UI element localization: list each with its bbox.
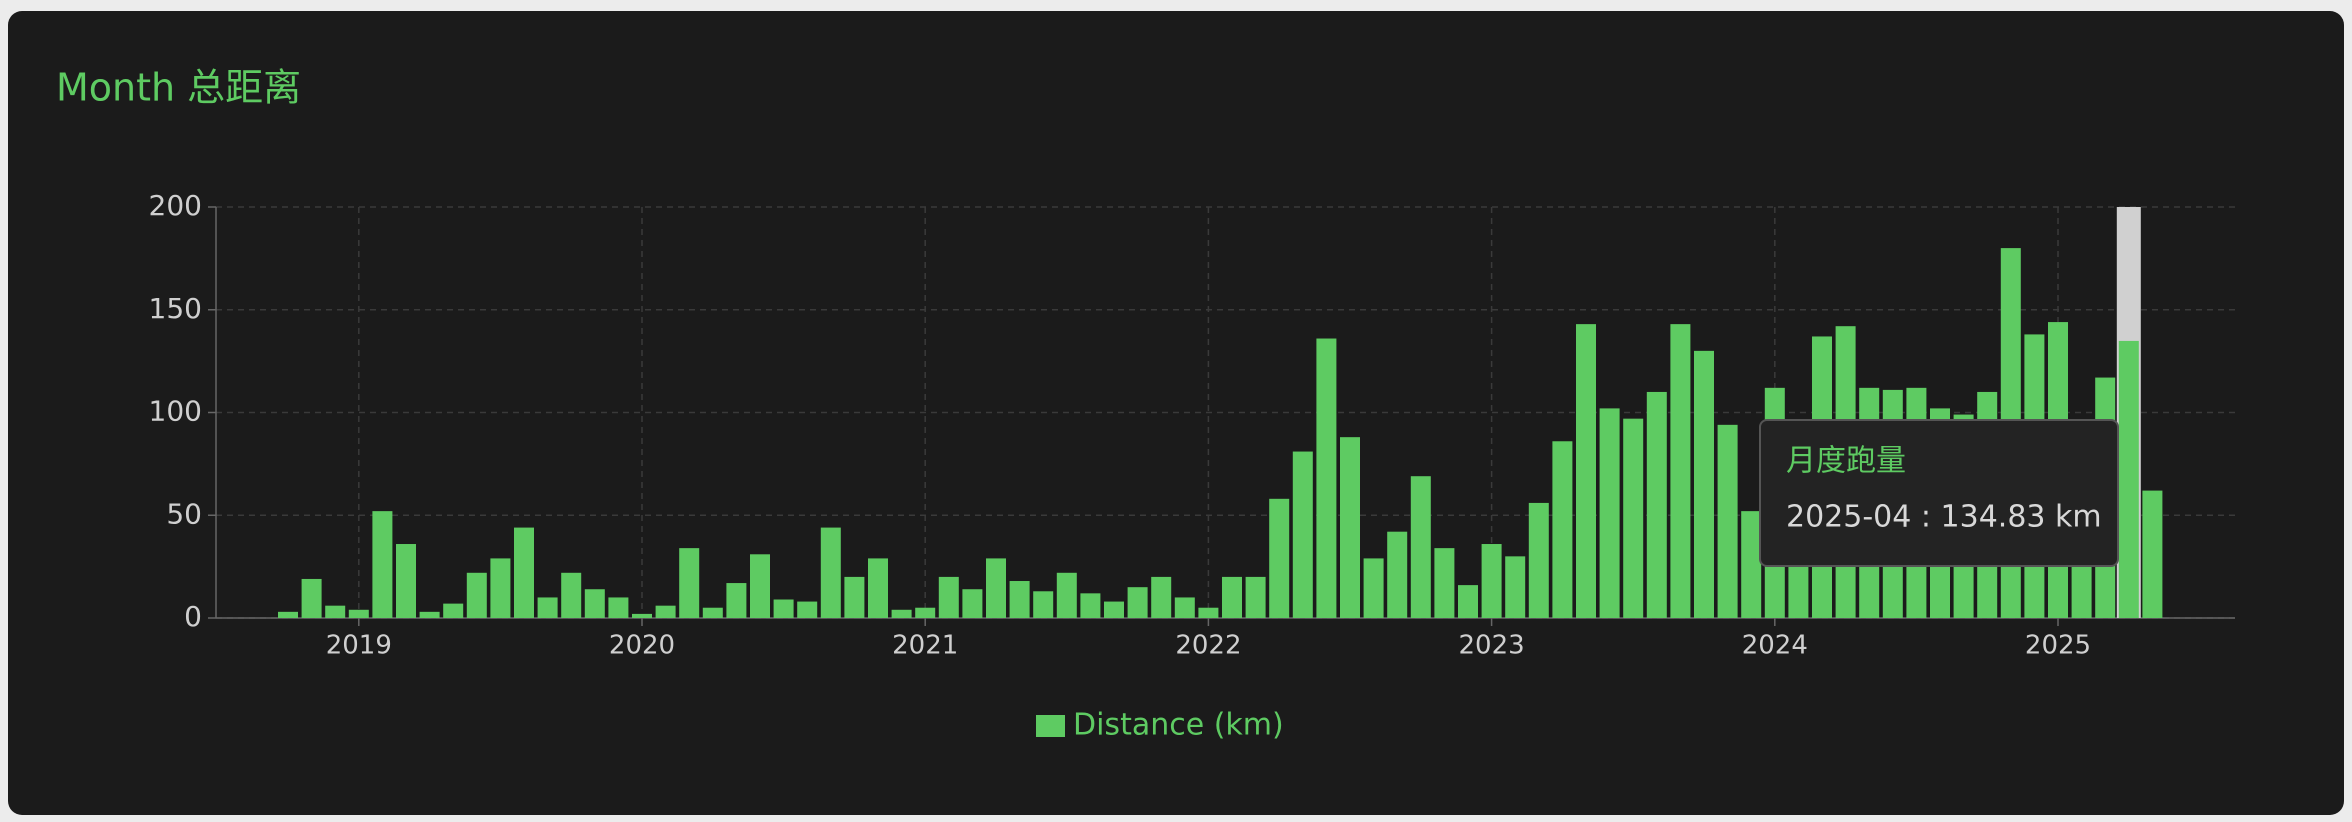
bar [348, 609, 369, 618]
bar [1623, 418, 1644, 618]
bar [584, 589, 605, 618]
bar [1741, 511, 1762, 618]
tooltip-title: 月度跑量 [1786, 444, 1906, 479]
bar [1387, 531, 1408, 618]
bar [537, 597, 558, 618]
bar [514, 527, 534, 618]
x-tick-label: 2022 [1175, 631, 1241, 661]
bar [1269, 498, 1290, 618]
bar [608, 597, 629, 618]
bar [1458, 585, 1478, 618]
bar [443, 603, 464, 618]
y-tick-label: 150 [149, 292, 202, 325]
bar [797, 601, 818, 618]
x-tick-label: 2024 [1742, 631, 1808, 661]
bar [1104, 601, 1124, 618]
bar [1127, 587, 1148, 618]
bar [419, 611, 440, 618]
bar [1033, 591, 1054, 618]
bar [820, 527, 841, 618]
x-tick-label: 2023 [1459, 631, 1525, 661]
bar [750, 554, 770, 618]
bar [325, 605, 346, 618]
bar [938, 576, 959, 618]
bar [1056, 572, 1077, 618]
bar [915, 607, 936, 618]
bar [1576, 324, 1596, 618]
bar [1646, 391, 1667, 618]
bar [1340, 437, 1360, 618]
bar [1670, 324, 1691, 618]
x-tick-label: 2021 [892, 631, 958, 661]
bar [1080, 593, 1101, 618]
y-tick-label: 0 [184, 600, 202, 633]
bar [1410, 476, 1431, 618]
y-tick-label: 100 [149, 395, 202, 428]
x-tick-label: 2025 [2025, 631, 2091, 661]
bar [1198, 607, 1219, 618]
bar [1505, 556, 1526, 618]
bar [1363, 558, 1384, 618]
bar [466, 572, 487, 618]
bar [1009, 581, 1030, 618]
bar [1717, 424, 1738, 618]
bar [1434, 548, 1455, 618]
y-tick-label: 50 [166, 497, 202, 530]
bar [679, 548, 700, 618]
legend-label: Distance (km) [1073, 708, 1284, 743]
bar [1292, 451, 1313, 618]
bar [2118, 340, 2139, 618]
bar [632, 613, 652, 618]
bar [1694, 350, 1714, 618]
bar [490, 558, 511, 618]
bar [1222, 576, 1242, 618]
bar [655, 605, 676, 618]
tooltip-text: 2025-04 : 134.83 km [1786, 500, 2102, 535]
x-tick-label: 2019 [326, 631, 392, 661]
y-tick-label: 200 [149, 189, 202, 222]
bar [1151, 576, 1172, 618]
bar [1599, 408, 1620, 618]
bar [891, 609, 912, 618]
bar [1174, 597, 1195, 618]
bar [1245, 576, 1266, 618]
bar [396, 544, 416, 618]
bar [1316, 338, 1337, 618]
chart-title: Month 总距离 [56, 66, 301, 110]
bar [1528, 502, 1549, 618]
bar [868, 558, 888, 618]
bar [278, 611, 298, 618]
bar [1552, 441, 1573, 618]
tooltip [1759, 419, 2119, 567]
legend-swatch [1036, 715, 1065, 737]
bar [561, 572, 582, 618]
bar [844, 576, 865, 618]
bar [1481, 544, 1502, 618]
bar [372, 511, 393, 618]
bar [986, 558, 1006, 618]
bar [962, 589, 983, 618]
bar [301, 578, 322, 618]
bar [773, 599, 794, 618]
bar [702, 607, 723, 618]
bar [726, 583, 747, 618]
bar [2142, 490, 2163, 618]
x-tick-label: 2020 [609, 631, 675, 661]
